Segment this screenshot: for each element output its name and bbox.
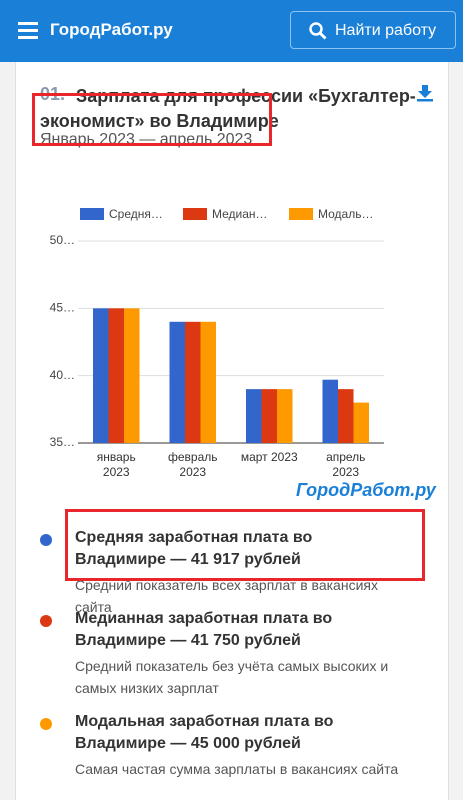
section-title: Зарплата для профессии «Бухгалтер-эконом… (40, 86, 416, 131)
stat-item: Средняя заработная плата во Владимире — … (40, 527, 410, 618)
y-tick-label: 35… (50, 435, 75, 449)
bar (246, 389, 262, 443)
legend-swatch (289, 208, 313, 220)
x-tick-label: апрель 2023 (326, 450, 366, 479)
card (15, 62, 449, 800)
stat-dot (40, 615, 52, 627)
bar (353, 402, 369, 443)
x-tick-label: март 2023 (240, 450, 298, 464)
legend-swatch (183, 208, 207, 220)
y-tick-label: 50… (50, 233, 75, 247)
stat-title: Медианная заработная плата во Владимире … (75, 610, 333, 649)
stat-description: Средний показатель без учёта самых высок… (75, 658, 389, 696)
bar (169, 321, 185, 443)
highlight-box (32, 93, 272, 146)
stat-item: Медианная заработная плата во Владимире … (40, 608, 410, 699)
stat-item: Модальная заработная плата во Владимире … (40, 711, 410, 780)
search-icon (309, 22, 327, 40)
bar (338, 389, 354, 443)
bar (322, 379, 338, 443)
highlight-box (65, 509, 425, 581)
bar (108, 308, 124, 443)
search-button[interactable]: Найти работу (290, 11, 456, 49)
download-icon[interactable] (416, 84, 434, 102)
stat-dot (40, 718, 52, 730)
chart: Средня… Медиан… Модаль… 35… 40… 45… 50… (50, 207, 384, 449)
stat-title: Средняя заработная плата во Владимире — … (75, 529, 313, 568)
legend-label: Медиан… (212, 207, 268, 221)
search-label: Найти работу (335, 22, 437, 39)
y-tick-label: 40… (50, 368, 75, 382)
y-tick-label: 45… (50, 301, 75, 315)
legend-label: Модаль… (318, 207, 373, 221)
header: ГородРабот.ру Найти работу (0, 0, 463, 62)
bar (185, 321, 201, 443)
bar (261, 389, 277, 443)
logo[interactable]: ГородРабот.ру (50, 20, 173, 39)
stat-description: Самая частая сумма зарплаты в вакансиях … (75, 761, 399, 777)
bar (93, 308, 109, 443)
legend-label: Средня… (109, 207, 163, 221)
bar (200, 321, 216, 443)
menu-icon[interactable] (18, 22, 38, 40)
stat-title: Модальная заработная плата во Владимире … (75, 713, 334, 752)
stat-description: Средний показатель всех зарплат в ваканс… (75, 577, 378, 615)
legend-swatch (80, 208, 104, 220)
watermark: ГородРабот.ру (296, 480, 436, 500)
bar (277, 389, 293, 443)
bar (124, 308, 140, 443)
stat-dot (40, 534, 52, 546)
x-tick-label: февраль 2023 (167, 450, 218, 479)
x-tick-label: январь 2023 (96, 450, 136, 479)
